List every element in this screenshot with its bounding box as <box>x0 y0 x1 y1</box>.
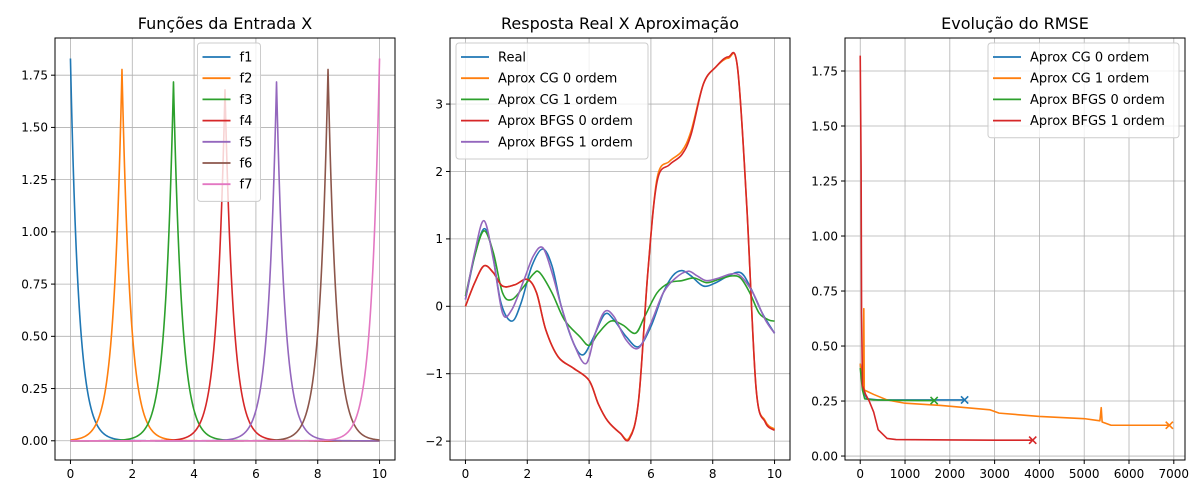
series-line <box>464 51 776 442</box>
legend-box <box>987 42 1180 139</box>
y-tick-label: 0.50 <box>21 330 48 344</box>
series-line <box>859 55 1033 441</box>
y-tick-label: 0.75 <box>811 284 838 298</box>
x-tick-label: 6 <box>252 467 260 481</box>
legend-label: Real <box>498 51 526 66</box>
y-tick-label: 0.25 <box>811 394 838 408</box>
end-marker-stroke <box>929 396 939 405</box>
x-tick-label: 7000 <box>1159 467 1190 481</box>
y-tick-label: 1.50 <box>811 119 838 133</box>
ticks: 0 2 4 6 8 10 −2 −1 0 1 2 3 <box>425 97 782 481</box>
legend-box <box>197 42 261 202</box>
end-marker <box>960 395 969 405</box>
x-tick-label: 2 <box>128 467 136 481</box>
y-tick-label: 1.25 <box>21 173 48 187</box>
legend-label: Aprox BFGS 0 ordem <box>498 114 633 129</box>
y-tick-label: 0.50 <box>811 339 838 353</box>
y-tick-label: −2 <box>425 434 443 448</box>
plot-area <box>859 55 1174 445</box>
end-marker <box>1028 436 1037 445</box>
legend: Aprox CG 0 ordem Aprox CG 1 ordem Aprox BF… <box>987 42 1180 139</box>
legend-label: f6 <box>240 157 253 172</box>
legend-label: Aprox CG 0 ordem <box>1030 51 1149 66</box>
end-marker-stroke <box>1165 421 1174 430</box>
y-tick-label: 2 <box>435 165 443 179</box>
legend-label: Aprox CG 0 ordem <box>498 72 617 87</box>
chart-title: Evolução do RMSE <box>941 14 1089 33</box>
axes-frame <box>54 37 396 461</box>
end-marker <box>929 396 939 405</box>
y-tick-label: 1.50 <box>21 121 48 135</box>
y-tick-label: 1.75 <box>21 68 48 82</box>
legend-label: f2 <box>240 72 253 87</box>
series-line <box>70 58 381 442</box>
y-tick-label: 1.25 <box>811 174 838 188</box>
x-tick-label: 3000 <box>979 467 1010 481</box>
x-tick-label: 4000 <box>1024 467 1055 481</box>
end-marker <box>1165 421 1174 430</box>
end-marker-stroke <box>1028 436 1037 445</box>
series-line <box>464 227 776 356</box>
legend: f1 f2 f3 f4 f5 f6 f7 <box>197 42 261 202</box>
legend: Real Aprox CG 0 ordem Aprox CG 1 ordem Apro… <box>455 42 649 160</box>
legend-label: Aprox BFGS 1 ordem <box>1030 114 1165 129</box>
series-line <box>859 367 935 402</box>
x-tick-label: 0 <box>67 467 75 481</box>
x-tick-label: 8 <box>709 467 717 481</box>
x-tick-label: 0 <box>462 467 470 481</box>
x-tick-label: 6 <box>647 467 655 481</box>
y-tick-label: 1.00 <box>21 225 48 239</box>
series-line <box>464 219 776 365</box>
legend-label: f7 <box>240 178 253 193</box>
plot-area <box>464 51 776 442</box>
x-tick-label: 4 <box>190 467 198 481</box>
x-tick-label: 6000 <box>1114 467 1145 481</box>
x-tick-label: 5000 <box>1069 467 1100 481</box>
y-tick-label: −1 <box>425 367 443 381</box>
x-tick-label: 1000 <box>890 467 921 481</box>
chart-panel-response: Resposta Real X Aproximação 0 2 4 6 8 10−2−10… <box>425 14 791 481</box>
x-tick-label: 8 <box>314 467 322 481</box>
axes-frame <box>449 37 791 461</box>
chart-panel-input-functions: Funções da Entrada X 0 2 4 6 8 10 0.00 0.25 0.50… <box>21 14 396 481</box>
y-tick-label: 0 <box>435 300 443 314</box>
y-tick-label: 1.75 <box>811 64 838 78</box>
legend-label: Aprox BFGS 1 ordem <box>498 135 633 150</box>
x-tick-label: 2 <box>523 467 531 481</box>
x-tick-label: 10 <box>767 467 782 481</box>
chart-panel-rmse: Evolução do RMSE 0 1000 2000 3000 4000 5000 60… <box>811 14 1189 481</box>
y-tick-label: 1.00 <box>811 229 838 243</box>
legend-label: f5 <box>240 135 253 150</box>
y-tick-label: 3 <box>435 97 443 111</box>
legend-box <box>455 42 649 160</box>
plot-area <box>69 58 381 442</box>
end-marker-stroke <box>960 395 969 405</box>
legend-label: f3 <box>240 93 253 108</box>
x-tick-label: 0 <box>856 467 864 481</box>
series-line <box>859 307 1170 427</box>
legend-label: Aprox CG 1 ordem <box>1030 72 1149 87</box>
y-tick-label: 0.00 <box>21 434 48 448</box>
axes-frame <box>844 37 1186 461</box>
ticks: 0 1000 2000 3000 4000 5000 6000 7000 0.00 0.25 0.5… <box>811 64 1189 481</box>
y-tick-label: 0.25 <box>21 382 48 396</box>
legend-label: Aprox BFGS 0 ordem <box>1030 93 1165 108</box>
x-tick-label: 2000 <box>935 467 966 481</box>
legend-label: f1 <box>240 51 253 66</box>
y-tick-label: 0.75 <box>21 277 48 291</box>
chart-title: Resposta Real X Aproximação <box>501 14 739 33</box>
x-tick-label: 10 <box>372 467 387 481</box>
legend-label: Aprox CG 1 ordem <box>498 93 617 108</box>
ticks: 0 2 4 6 8 10 0.00 0.25 0.50 0.75 1.00 1.25 1.50 1.75 <box>21 68 387 481</box>
legend-label: f4 <box>240 114 253 129</box>
y-tick-label: 0.00 <box>811 449 838 463</box>
y-tick-label: 1 <box>435 232 443 246</box>
x-tick-label: 4 <box>585 467 593 481</box>
chart-title: Funções da Entrada X <box>138 14 312 33</box>
